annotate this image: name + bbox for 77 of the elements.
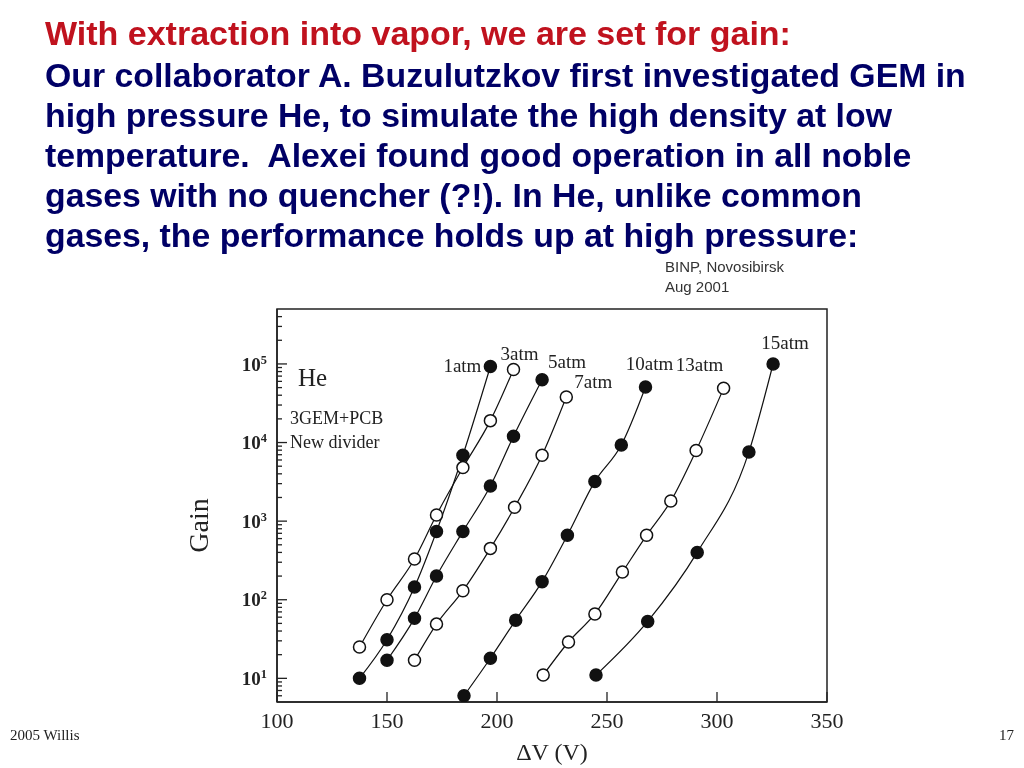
point: [589, 668, 603, 682]
x-tick-label: 350: [810, 708, 844, 733]
point: [766, 357, 780, 371]
y-tick-label: 10$^{2}$: [241, 588, 267, 611]
point: [407, 611, 422, 626]
point: [559, 390, 574, 404]
point: [561, 635, 576, 649]
point: [588, 474, 602, 489]
point: [407, 580, 422, 594]
point: [560, 528, 575, 543]
point: [716, 381, 731, 396]
point: [429, 508, 444, 522]
point: [640, 614, 655, 629]
point: [407, 653, 422, 667]
point: [483, 541, 498, 556]
point: [664, 494, 678, 508]
point: [507, 500, 522, 515]
point: [483, 479, 498, 493]
point: [689, 443, 703, 458]
x-axis-title: ΔV (V): [516, 739, 588, 765]
series-label: 5atm: [548, 350, 587, 372]
point: [508, 613, 523, 627]
point: [456, 524, 470, 539]
point: [429, 524, 444, 539]
chart-subtitle: Our collaborator A. Buzulutzkov first investigated GEM in high pressure He, to simulate the high density at low temperature. Alexei found good operation in all noble gases with no quencher (?!). In He, unlike common gases, the performance holds up at high pressure:: [45, 55, 967, 255]
point: [506, 429, 521, 444]
point: [639, 528, 654, 543]
point: [614, 438, 629, 452]
point: [615, 565, 630, 579]
y-tick-label: 10$^{3}$: [241, 509, 267, 532]
point: [352, 671, 367, 686]
point: [456, 448, 470, 462]
point: [506, 362, 521, 377]
annotation: He: [298, 364, 328, 392]
series-label: 1atm: [443, 355, 482, 377]
point: [407, 552, 422, 566]
text: BINP, Novosibirsk: [665, 258, 784, 276]
point: [352, 640, 367, 654]
annotation: New divider: [290, 432, 380, 453]
point: [535, 448, 549, 462]
point: [535, 372, 549, 387]
point: [380, 592, 394, 607]
point: [483, 651, 498, 666]
y-tick-label: 10$^{1}$: [241, 666, 267, 689]
y-tick-label: 10$^{5}$: [241, 352, 267, 375]
y-axis-title: Gain: [182, 498, 214, 553]
series-label: 3atm: [500, 343, 539, 365]
point: [535, 574, 549, 589]
chart-title: With extraction into vapor, we are set for gain:: [45, 13, 792, 53]
point: [380, 632, 394, 647]
point: [456, 460, 470, 475]
point: [457, 689, 471, 702]
text: Aug 2001: [665, 278, 730, 296]
x-tick-label: 300: [700, 708, 734, 733]
point: [588, 607, 602, 621]
x-tick-label: 100: [260, 708, 294, 733]
series-label: 7atm: [574, 370, 613, 392]
point: [456, 584, 470, 598]
series-label: 15atm: [761, 331, 810, 353]
annotation: 3GEM+PCB: [290, 408, 384, 429]
x-tick-label: 200: [480, 708, 514, 733]
x-tick-label: 150: [370, 708, 404, 733]
point: [429, 617, 444, 631]
point: [380, 653, 394, 667]
point: [483, 413, 498, 428]
y-tick-label: 10$^{4}$: [241, 431, 267, 454]
point: [690, 545, 704, 560]
point: [429, 569, 444, 583]
point: [638, 380, 653, 394]
series-label: 10atm: [625, 352, 674, 374]
text: 17: [999, 727, 1014, 744]
series-label: 13atm: [675, 354, 724, 376]
point: [742, 445, 756, 459]
point: [536, 668, 550, 682]
x-tick-label: 250: [590, 708, 624, 733]
point: [483, 359, 498, 374]
text: 2005 Willis: [10, 727, 80, 744]
